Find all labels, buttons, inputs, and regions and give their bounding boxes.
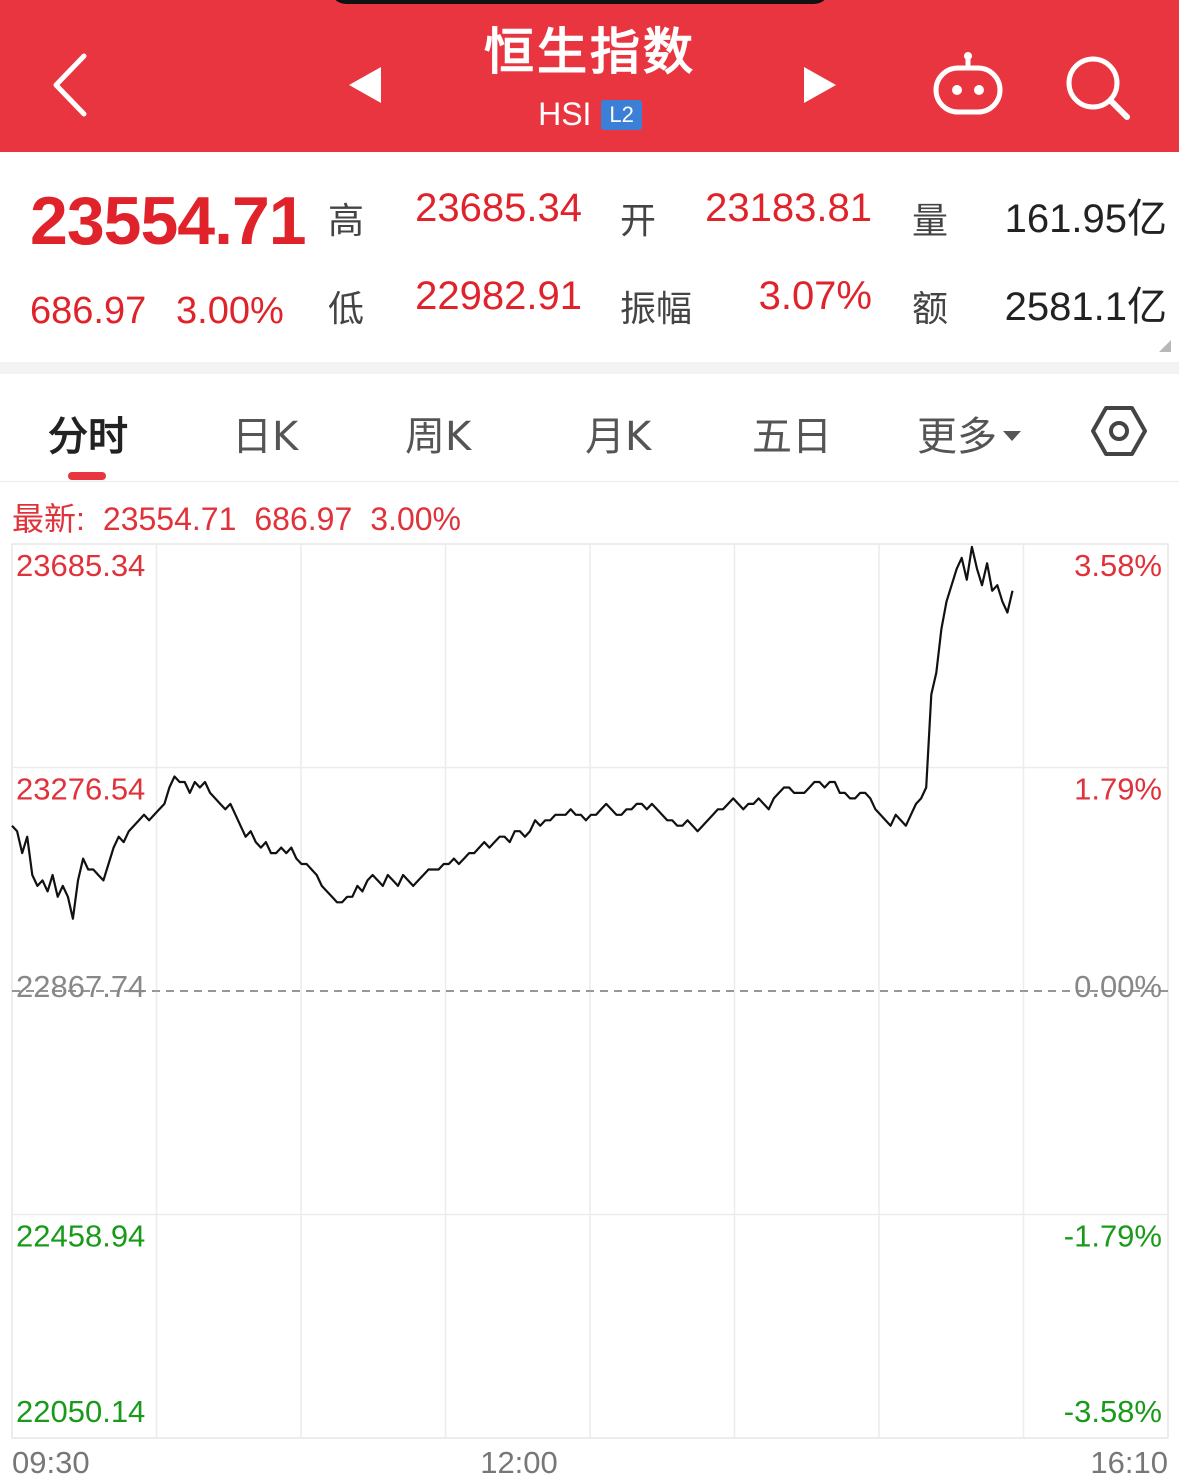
amplitude-label: 振幅 (620, 289, 693, 330)
low-label: 低 (328, 289, 365, 330)
chart-settings-button[interactable] (1090, 402, 1148, 460)
y-tick-left-label: 22458.94 (16, 1219, 145, 1254)
y-tick-right-label: 1.79% (1074, 772, 1162, 807)
x-tick-label: 16:10 (1090, 1445, 1168, 1480)
section-divider (0, 362, 1179, 374)
chevron-down-icon (1003, 431, 1021, 441)
y-tick-right-label: -1.79% (1064, 1219, 1162, 1254)
turnover-value: 2581.1亿 (1004, 285, 1167, 329)
high-value: 23685.34 (415, 186, 582, 230)
open-value: 23183.81 (705, 186, 872, 230)
x-tick-label: 09:30 (12, 1445, 90, 1480)
y-tick-right-label: -3.58% (1064, 1394, 1162, 1429)
quote-panel: 23554.71 686.97 3.00% 高 23685.34 开 23183… (0, 152, 1179, 362)
robot-icon (933, 52, 1002, 115)
tab-daily-k[interactable]: 日K (232, 414, 299, 460)
back-button[interactable] (30, 40, 110, 130)
open-label: 开 (620, 201, 657, 242)
search-icon (1066, 56, 1130, 120)
latest-info: 最新: 23554.71 686.97 3.00% (12, 494, 479, 540)
intraday-chart[interactable]: 23685.34 3.58% 23276.54 1.79% 22867.74 0.00% 2… (0, 540, 1179, 1483)
back-icon (53, 53, 87, 117)
expand-corner-icon[interactable] (1159, 340, 1171, 352)
chart-tabs: 分时 日K 周K 月K 五日 更多 (0, 374, 1179, 482)
y-tick-left-label: 23685.34 (16, 548, 145, 583)
turnover-label: 额 (912, 289, 949, 330)
tab-weekly-k[interactable]: 周K (405, 414, 472, 460)
low-value: 22982.91 (415, 274, 582, 318)
latest-price: 23554.71 (102, 501, 237, 537)
x-tick-label: 12:00 (480, 1445, 558, 1480)
tab-intraday[interactable]: 分时 (48, 414, 128, 460)
y-tick-left-label: 23276.54 (16, 772, 145, 807)
tab-five-day[interactable]: 五日 (752, 414, 832, 460)
prev-index-button[interactable] (330, 50, 400, 120)
high-label: 高 (328, 201, 365, 242)
volume-value: 161.95亿 (1004, 197, 1167, 241)
amplitude-value: 3.07% (758, 274, 872, 318)
tab-monthly-k[interactable]: 月K (585, 414, 652, 460)
y-tick-left-label: 22867.74 (16, 969, 145, 1004)
prev-arrow-icon (349, 67, 381, 103)
tab-more-label: 更多 (917, 414, 997, 460)
latest-label: 最新: (12, 501, 85, 537)
index-code: HSI (538, 96, 592, 132)
search-button[interactable] (1055, 45, 1140, 130)
index-code-row: HSI L2 (440, 96, 740, 133)
volume-label: 量 (912, 201, 949, 242)
current-price: 23554.71 (30, 183, 307, 259)
latest-pct: 3.00% (370, 501, 461, 537)
price-line (11, 545, 1014, 920)
price-change-pct: 3.00% (176, 290, 284, 332)
y-tick-right-label: 0.00% (1074, 969, 1162, 1004)
next-index-button[interactable] (785, 50, 855, 120)
next-arrow-icon (804, 67, 836, 103)
device-notch (330, 0, 830, 4)
price-change: 686.97 (30, 290, 147, 332)
page-title: 恒生指数 (484, 23, 696, 81)
assistant-button[interactable] (920, 45, 1015, 125)
l2-badge: L2 (601, 99, 642, 130)
header-bar: 恒生指数 HSI L2 (0, 0, 1179, 152)
active-tab-indicator (68, 472, 106, 480)
latest-change: 686.97 (254, 501, 353, 537)
tab-more[interactable]: 更多 (917, 404, 1021, 462)
intraday-chart-svg[interactable]: 23685.34 3.58% 23276.54 1.79% 22867.74 0.00% 2… (0, 540, 1179, 1483)
y-tick-right-label: 3.58% (1074, 548, 1162, 583)
y-tick-left-label: 22050.14 (16, 1394, 145, 1429)
settings-hexagon-icon (1091, 406, 1147, 456)
